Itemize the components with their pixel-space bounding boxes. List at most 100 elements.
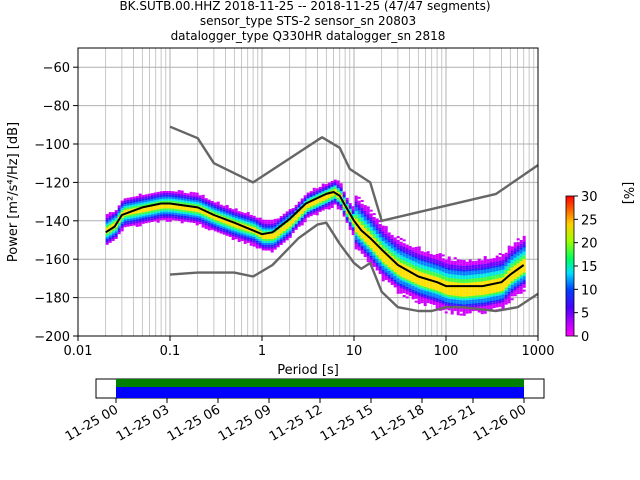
heatmap-cell — [177, 192, 181, 195]
heatmap-cell — [423, 271, 427, 274]
heatmap-cell — [138, 199, 142, 202]
heatmap-cell — [144, 198, 148, 201]
heatmap-cell — [267, 221, 271, 224]
heatmap-cell — [357, 233, 361, 236]
heatmap-cell — [315, 195, 319, 198]
heatmap-cell — [426, 299, 430, 302]
heatmap-cell — [516, 270, 520, 273]
heatmap-cell — [426, 258, 430, 261]
heatmap-cell — [516, 261, 520, 264]
heatmap-cell — [363, 218, 367, 221]
heatmap-cell — [285, 230, 289, 233]
heatmap-cell — [411, 287, 415, 290]
heatmap-cell — [402, 264, 406, 267]
time-bar-coverage-blue — [116, 387, 524, 398]
heatmap-cell — [225, 233, 229, 236]
heatmap-cell — [435, 286, 439, 289]
heatmap-cell — [399, 253, 403, 256]
heatmap-cell — [330, 192, 334, 195]
heatmap-cell — [219, 227, 223, 230]
heatmap-cell — [489, 266, 493, 269]
heatmap-cell — [249, 216, 253, 219]
heatmap-cell — [198, 220, 202, 223]
heatmap-cell — [462, 294, 466, 297]
heatmap-cell — [399, 280, 403, 283]
heatmap-cell — [123, 223, 127, 226]
heatmap-cell — [234, 217, 238, 220]
heatmap-cell — [477, 289, 481, 292]
heatmap-cell — [273, 220, 277, 223]
heatmap-cell — [357, 223, 361, 226]
heatmap-cell — [360, 217, 364, 220]
heatmap-cell — [219, 220, 223, 223]
heatmap-cell — [507, 253, 511, 256]
heatmap-cell — [438, 293, 442, 296]
heatmap-cell — [513, 263, 517, 266]
heatmap-cell — [207, 216, 211, 219]
heatmap-cell — [417, 255, 421, 258]
heatmap-cell — [471, 295, 475, 298]
heatmap-cell — [507, 291, 511, 294]
heatmap-cell — [396, 239, 400, 242]
heatmap-cell — [384, 228, 388, 231]
heatmap-cell — [234, 231, 238, 234]
heatmap-cell — [186, 208, 190, 211]
heatmap-cell — [489, 275, 493, 278]
heatmap-cell — [135, 221, 139, 224]
heatmap-cell — [144, 202, 148, 205]
heatmap-cell — [447, 298, 451, 301]
heatmap-cell — [141, 200, 145, 203]
heatmap-cell — [489, 293, 493, 296]
heatmap-cell — [297, 217, 301, 220]
heatmap-cell — [354, 220, 358, 223]
heatmap-cell — [441, 277, 445, 280]
heatmap-cell — [504, 252, 508, 255]
heatmap-cell — [354, 210, 358, 213]
heatmap-cell — [363, 205, 367, 208]
heatmap-cell — [327, 197, 331, 200]
heatmap-cell — [480, 264, 484, 267]
y-tick-label: −120 — [34, 176, 70, 191]
heatmap-cell — [483, 257, 487, 260]
heatmap-cell — [351, 215, 355, 218]
heatmap-cell — [459, 302, 463, 305]
heatmap-cell — [321, 200, 325, 203]
heatmap-cell — [435, 290, 439, 293]
heatmap-cell — [246, 235, 250, 238]
heatmap-cell — [414, 260, 418, 263]
heatmap-cell — [204, 207, 208, 210]
heatmap-cell — [414, 264, 418, 267]
heatmap-cell — [222, 225, 226, 228]
heatmap-cell — [261, 242, 265, 245]
heatmap-cell — [414, 279, 418, 282]
heatmap-cell — [480, 300, 484, 303]
heatmap-cell — [384, 241, 388, 244]
heatmap-cell — [495, 270, 499, 273]
heatmap-cell — [408, 278, 412, 281]
heatmap-cell — [123, 209, 127, 212]
heatmap-cell — [411, 297, 415, 300]
heatmap-cell — [360, 251, 364, 254]
heatmap-cell — [285, 224, 289, 227]
heatmap-cell — [363, 226, 367, 229]
heatmap-cell — [192, 194, 196, 197]
heatmap-cell — [387, 259, 391, 262]
heatmap-cell — [150, 216, 154, 219]
heatmap-cell — [366, 254, 370, 257]
heatmap-cell — [189, 218, 193, 221]
heatmap-cell — [243, 224, 247, 227]
heatmap-cell — [282, 229, 286, 232]
heatmap-cell — [369, 251, 373, 254]
heatmap-cell — [303, 214, 307, 217]
heatmap-cell — [165, 196, 169, 199]
heatmap-cell — [342, 205, 346, 208]
heatmap-cell — [453, 287, 457, 290]
heatmap-cell — [306, 215, 310, 218]
heatmap-cell — [219, 212, 223, 215]
heatmap-cell — [366, 219, 370, 222]
x-tick-label: 0.01 — [64, 344, 93, 359]
heatmap-cell — [357, 229, 361, 232]
heatmap-cell — [216, 205, 220, 208]
heatmap-cell — [297, 222, 301, 225]
heatmap-cell — [309, 194, 313, 197]
